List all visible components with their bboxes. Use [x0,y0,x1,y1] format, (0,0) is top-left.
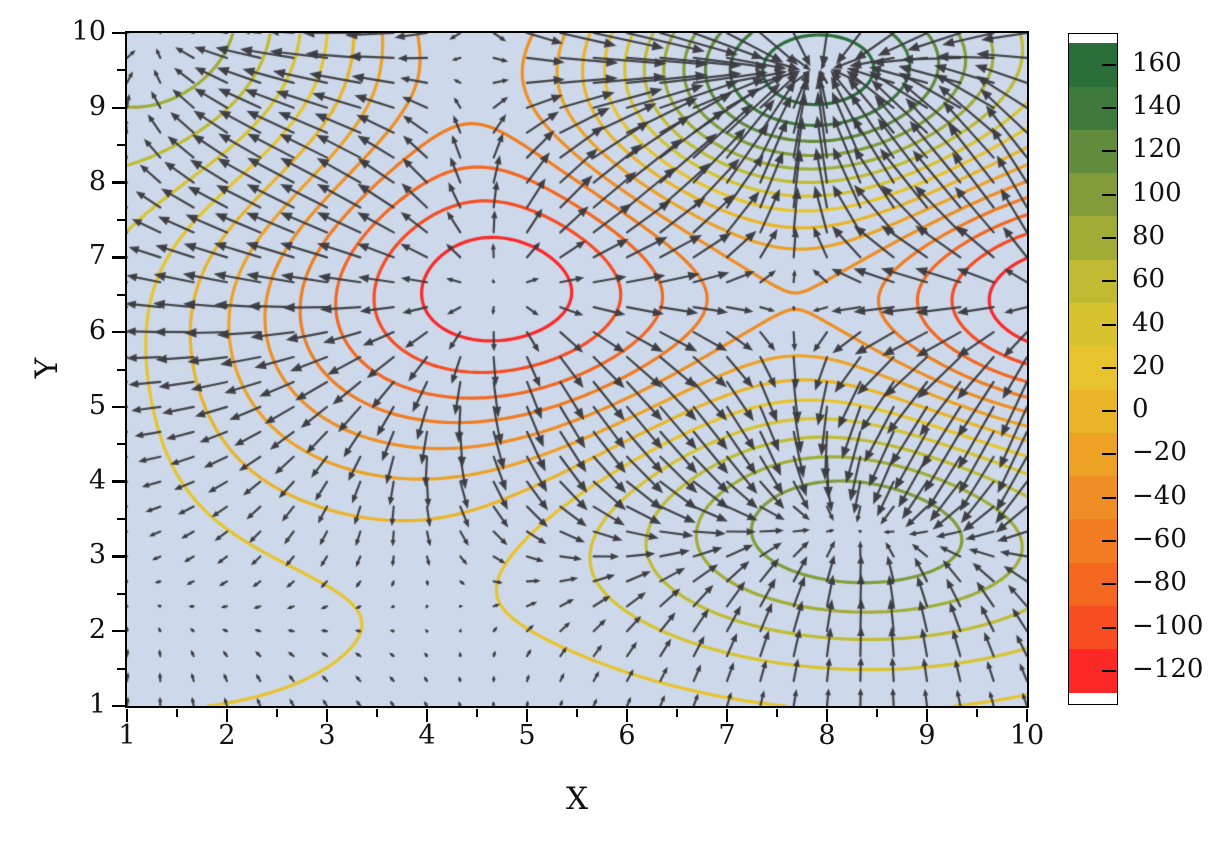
y-major-tick [111,629,125,633]
y-tick-label: 6 [88,315,106,347]
colorbar-tick [1102,280,1117,283]
colorbar-tick [1102,193,1117,196]
colorbar-tick-label: −60 [1132,524,1187,555]
x-tick-label: 1 [118,720,136,751]
colorbar-tick-label: 60 [1132,264,1166,295]
x-tick-label: 8 [818,720,836,751]
x-tick-label: 9 [918,720,936,751]
colorbar-tick [1102,366,1117,369]
x-minor-tick [676,708,678,717]
x-minor-tick [776,708,778,717]
y-major-tick [111,555,125,558]
colorbar-tick-label: −20 [1132,437,1187,468]
colorbar-tick [1102,107,1117,110]
y-minor-tick [116,144,125,147]
y-tick-label: 8 [88,165,106,197]
y-major-tick [111,181,125,184]
x-major-tick [725,708,729,722]
y-minor-tick [116,368,125,371]
colorbar-tick [1102,150,1117,153]
x-tick-label: 10 [1009,720,1045,751]
y-major-tick [111,405,125,409]
y-tick-label: 2 [88,614,106,646]
x-axis-title: X [565,781,589,817]
y-major-tick [111,256,125,259]
colorbar-tick [1102,496,1117,499]
x-major-tick [925,708,929,722]
colorbar-tick-label: 80 [1132,221,1166,252]
x-major-tick [225,708,229,722]
y-tick-label: 5 [88,389,106,421]
colorbar-tick-label: 40 [1132,307,1166,338]
colorbar-tick-label: 120 [1132,134,1182,165]
x-tick-label: 3 [318,720,336,751]
x-major-tick [1025,708,1029,722]
y-minor-tick [116,218,125,221]
y-major-tick [111,330,125,334]
x-minor-tick [576,708,578,717]
y-tick-label: 9 [88,90,106,122]
colorbar-tick-label: −80 [1132,567,1187,598]
colorbar-tick [1102,669,1117,672]
colorbar-tick-label: 160 [1132,47,1182,78]
x-major-tick [125,708,129,722]
colorbar-tick-label: −120 [1132,653,1204,684]
x-minor-tick [176,708,178,717]
y-tick-label: 4 [88,464,106,496]
y-tick-label: 1 [88,689,106,720]
y-major-tick [111,480,125,483]
x-tick-label: 6 [618,720,636,751]
y-tick-label: 10 [71,16,106,47]
colorbar-tick-label: 0 [1132,394,1149,425]
x-minor-tick [276,708,278,717]
x-minor-tick [376,708,378,717]
colorbar-tick [1102,237,1117,240]
colorbar-tick-label: 100 [1132,177,1182,208]
x-minor-tick [976,708,978,717]
y-major-tick [111,106,125,110]
x-tick-label: 5 [518,720,536,751]
x-tick-label: 2 [218,720,236,751]
colorbar-tick-label: 20 [1132,350,1166,381]
x-major-tick [425,708,429,722]
x-major-tick [325,708,329,722]
colorbar-tick [1102,583,1117,586]
colorbar-tick [1102,453,1117,456]
y-minor-tick [116,69,125,72]
y-minor-tick [116,518,125,521]
y-tick-label: 3 [88,539,106,571]
colorbar-tick-label: 140 [1132,91,1182,122]
colorbar [1068,33,1118,705]
y-major-tick [111,31,125,35]
colorbar-tick [1102,540,1117,543]
colorbar-tick-label: −100 [1132,610,1204,641]
colorbar-tick [1102,410,1117,413]
colorbar-tick [1102,323,1117,326]
colorbar-tick-label: −40 [1132,480,1187,511]
x-major-tick [525,708,529,722]
contour-quiver-canvas [126,32,1027,706]
y-axis-title: Y [29,357,65,378]
x-major-tick [625,708,629,722]
y-minor-tick [116,667,125,670]
y-minor-tick [116,443,125,446]
x-major-tick [825,708,829,722]
x-minor-tick [876,708,878,717]
y-minor-tick [116,293,125,296]
y-tick-label: 7 [88,240,106,272]
plot-frame [124,30,1029,708]
colorbar-tick [1102,63,1117,66]
y-major-tick [111,704,125,708]
x-minor-tick [476,708,478,717]
colorbar-tick [1102,626,1117,629]
y-minor-tick [116,592,125,595]
x-tick-label: 7 [718,720,736,751]
x-tick-label: 4 [418,720,436,751]
